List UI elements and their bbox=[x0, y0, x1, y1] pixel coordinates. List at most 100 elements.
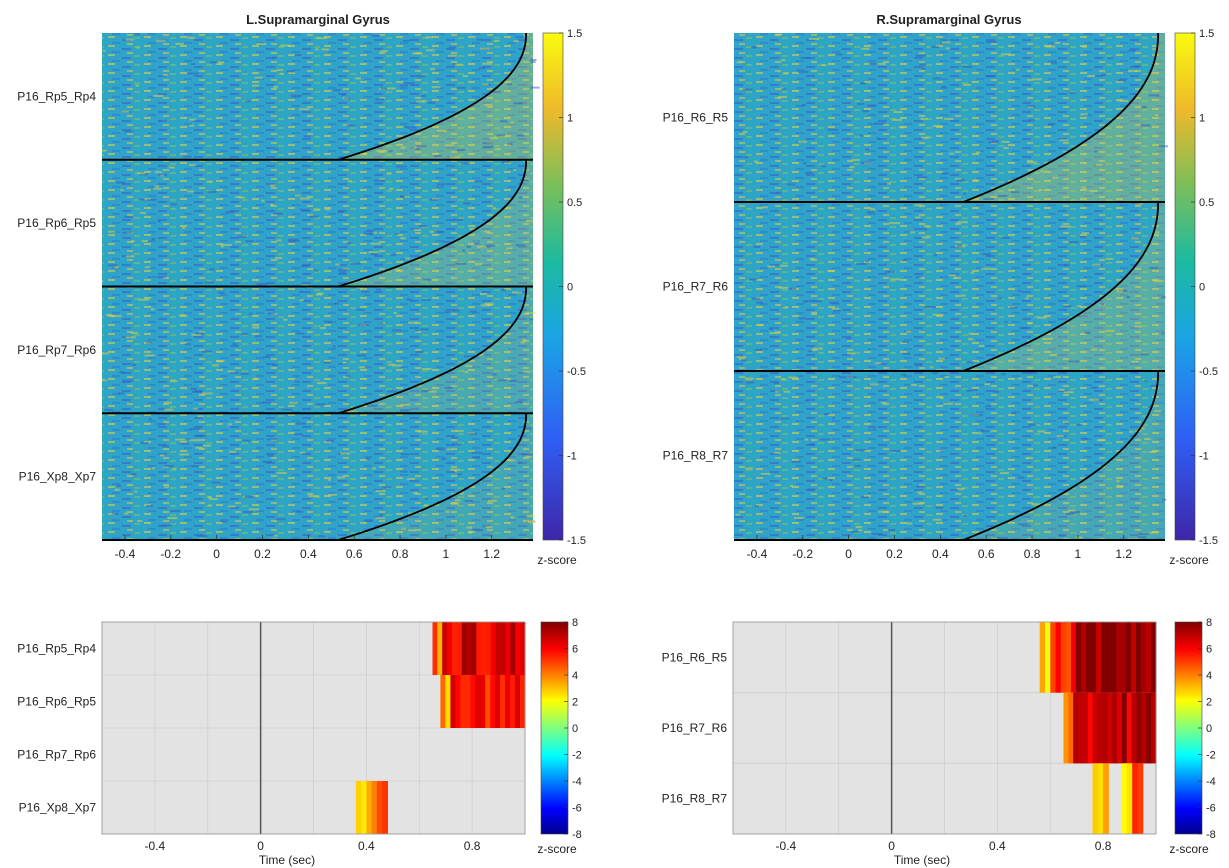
noise-speckle bbox=[1063, 391, 1074, 394]
significance-cell bbox=[445, 675, 451, 728]
x-tick-label: 0.8 bbox=[464, 839, 481, 853]
noise-speckle bbox=[508, 459, 516, 462]
noise-speckle bbox=[201, 350, 212, 353]
noise-speckle bbox=[232, 343, 238, 345]
noise-speckle bbox=[846, 376, 857, 378]
colorbar-tick-label: -8 bbox=[572, 829, 582, 841]
noise-speckle bbox=[510, 121, 515, 124]
noise-speckle bbox=[1140, 124, 1151, 127]
noise-speckle bbox=[1052, 446, 1057, 449]
noise-speckle bbox=[813, 300, 822, 303]
noise-speckle bbox=[1064, 264, 1070, 267]
noise-speckle bbox=[497, 379, 507, 382]
noise-speckle bbox=[131, 473, 137, 476]
noise-speckle bbox=[462, 249, 466, 252]
noise-speckle bbox=[242, 439, 251, 442]
noise-speckle bbox=[425, 49, 435, 52]
x-axis-label-right: Time (sec) bbox=[894, 853, 950, 867]
noise-speckle bbox=[932, 372, 939, 375]
x-tick-label: 0.6 bbox=[978, 547, 995, 561]
significance-cell bbox=[1126, 692, 1133, 764]
noise-speckle bbox=[898, 126, 905, 129]
noise-speckle bbox=[838, 376, 846, 379]
noise-speckle bbox=[318, 535, 326, 538]
noise-speckle bbox=[804, 438, 809, 441]
noise-speckle bbox=[849, 166, 855, 169]
noise-speckle bbox=[890, 278, 900, 281]
noise-speckle bbox=[400, 470, 408, 473]
noise-speckle bbox=[280, 72, 284, 75]
significance-cell bbox=[471, 622, 477, 675]
noise-speckle bbox=[1087, 75, 1096, 77]
noise-speckle bbox=[760, 473, 771, 475]
noise-speckle bbox=[256, 283, 267, 286]
noise-speckle bbox=[483, 145, 494, 148]
noise-speckle bbox=[809, 257, 815, 260]
significance-cell bbox=[442, 622, 448, 675]
noise-speckle bbox=[221, 243, 233, 246]
colorbar-tick-label: -6 bbox=[1206, 803, 1216, 815]
heatmap-panel-right-raster: P16_R6_R5 P16_R7_R6 P16_R8_R7 -0.4 -0.2 0 0.2 0… bbox=[663, 28, 1218, 561]
noise-speckle bbox=[768, 327, 773, 330]
noise-speckle bbox=[971, 389, 978, 391]
noise-speckle bbox=[791, 460, 801, 463]
noise-speckle bbox=[395, 269, 401, 272]
noise-speckle bbox=[429, 230, 437, 233]
noise-speckle bbox=[415, 329, 419, 332]
noise-speckle bbox=[323, 361, 331, 364]
significance-cell bbox=[361, 781, 367, 834]
noise-speckle bbox=[836, 53, 843, 56]
noise-speckle bbox=[780, 417, 790, 420]
noise-speckle bbox=[1154, 410, 1162, 413]
noise-speckle bbox=[476, 353, 485, 356]
noise-speckle bbox=[869, 62, 879, 65]
noise-speckle bbox=[450, 502, 460, 505]
noise-speckle bbox=[299, 197, 310, 200]
significance-cell bbox=[1066, 622, 1072, 693]
noise-speckle bbox=[414, 146, 419, 149]
plot-frame bbox=[101, 621, 526, 835]
noise-speckle bbox=[775, 33, 783, 36]
noise-speckle bbox=[1129, 430, 1134, 433]
noise-speckle bbox=[929, 366, 934, 369]
noise-speckle bbox=[1100, 303, 1105, 306]
significance-cell bbox=[1092, 692, 1099, 764]
noise-speckle bbox=[184, 343, 191, 346]
noise-speckle bbox=[1059, 139, 1069, 142]
noise-speckle bbox=[736, 356, 747, 359]
significance-cell bbox=[1151, 622, 1157, 693]
noise-speckle bbox=[1149, 266, 1158, 269]
noise-speckle bbox=[189, 124, 195, 127]
noise-speckle bbox=[1134, 325, 1142, 328]
noise-speckle bbox=[975, 151, 981, 154]
noise-speckle bbox=[254, 76, 263, 79]
enhancement-region bbox=[963, 33, 1165, 202]
noise-speckle bbox=[459, 492, 464, 495]
significance-cell bbox=[490, 675, 496, 728]
enhancement-region bbox=[963, 202, 1165, 371]
noise-speckle bbox=[392, 364, 403, 367]
noise-speckle bbox=[933, 518, 942, 521]
noise-speckle bbox=[116, 484, 122, 487]
noise-speckle bbox=[1011, 412, 1017, 415]
x-tick-label: 0.4 bbox=[358, 839, 375, 853]
noise-speckle bbox=[941, 41, 951, 44]
noise-speckle bbox=[991, 140, 999, 143]
noise-speckle bbox=[138, 198, 146, 201]
noise-speckle bbox=[466, 526, 473, 529]
noise-speckle bbox=[153, 187, 162, 190]
significance-cell bbox=[480, 675, 486, 728]
significance-cell bbox=[1141, 622, 1147, 693]
noise-speckle bbox=[407, 126, 417, 129]
noise-speckle bbox=[949, 152, 954, 155]
noise-speckle bbox=[436, 183, 446, 186]
noise-speckle bbox=[476, 38, 483, 41]
noise-speckle bbox=[187, 72, 199, 75]
noise-speckle bbox=[462, 75, 469, 78]
noise-speckle bbox=[482, 62, 493, 65]
noise-speckle bbox=[1148, 94, 1160, 97]
noise-speckle bbox=[507, 83, 512, 86]
noise-speckle bbox=[889, 222, 900, 225]
colorbar-tick-label: -1 bbox=[567, 451, 577, 463]
noise-speckle bbox=[452, 309, 460, 312]
